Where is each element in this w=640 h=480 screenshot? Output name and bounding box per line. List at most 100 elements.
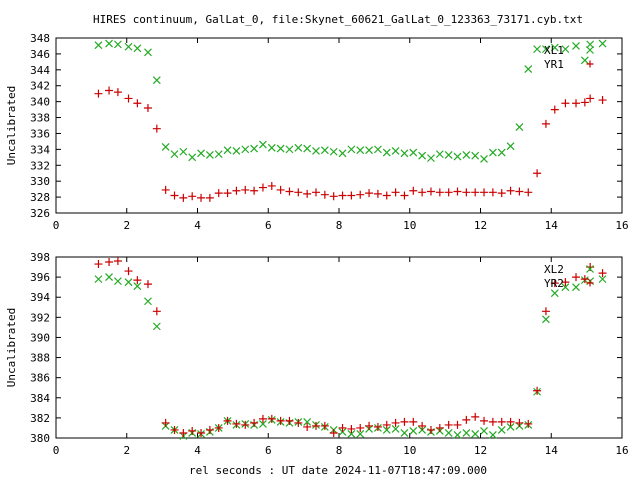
data-point-yr1 (124, 94, 133, 103)
x-tick-label: 16 (615, 444, 628, 457)
data-point-yr1 (365, 189, 374, 198)
data-point-yr2 (515, 418, 524, 427)
data-point-yr2 (524, 419, 533, 428)
data-point-xl1 (418, 151, 427, 160)
data-point-xl1 (373, 145, 382, 154)
data-point-yr1 (533, 169, 542, 178)
data-point-yr1 (197, 193, 206, 202)
legend-label-xl2: XL2 (544, 263, 564, 276)
data-point-xl1 (533, 45, 542, 54)
data-point-yr2 (426, 425, 435, 434)
data-point-yr1 (524, 188, 533, 197)
data-point-xl2 (561, 283, 570, 292)
data-point-yr1 (409, 186, 418, 195)
data-point-xl1 (598, 39, 607, 48)
legend-marker-xl2 (586, 265, 594, 273)
data-point-xl1 (471, 151, 480, 160)
data-point-xl1 (580, 56, 589, 65)
data-point-yr1 (572, 99, 581, 108)
data-point-yr1 (267, 181, 276, 190)
x-tick-label: 2 (123, 444, 130, 457)
legend-label-yr1: YR1 (544, 58, 564, 71)
data-point-xl2 (506, 423, 515, 431)
data-point-xl1 (462, 151, 471, 159)
y-tick-label: 348 (30, 32, 50, 45)
data-point-xl1 (294, 143, 303, 152)
legend-marker-xl1 (586, 46, 594, 54)
data-point-xl2 (480, 427, 488, 435)
data-point-yr2 (303, 422, 312, 431)
data-point-yr2 (241, 420, 250, 429)
data-point-xl1 (329, 147, 338, 156)
x-tick-label: 0 (53, 219, 60, 232)
y-tick-label: 392 (30, 311, 50, 324)
x-tick-label: 8 (336, 444, 343, 457)
chart-title: HIRES continuum, GalLat_0, file:Skynet_6… (93, 13, 583, 26)
x-tick-label: 12 (474, 219, 487, 232)
data-point-xl1 (435, 150, 444, 159)
x-tick-label: 14 (545, 444, 559, 457)
data-point-yr2 (113, 257, 122, 266)
data-point-xl1 (347, 145, 356, 154)
x-tick-label: 10 (403, 444, 416, 457)
data-point-xl1 (453, 152, 462, 161)
data-point-yr2 (497, 417, 506, 426)
x-tick-label: 4 (194, 219, 201, 232)
data-point-xl2 (152, 322, 161, 331)
x-tick-label: 16 (615, 219, 628, 232)
y-tick-label: 334 (30, 143, 50, 156)
data-point-yr1 (232, 186, 241, 195)
x-tick-label: 8 (336, 219, 343, 232)
data-point-xl2 (462, 429, 471, 437)
y-tick-label: 386 (30, 372, 50, 385)
data-point-yr2 (188, 426, 197, 435)
data-point-yr1 (113, 88, 122, 97)
data-point-yr1 (550, 105, 559, 114)
data-point-yr1 (586, 94, 595, 103)
data-point-xl1 (572, 42, 580, 50)
x-tick-label: 6 (265, 219, 272, 232)
data-point-xl2 (542, 315, 550, 324)
data-point-xl2 (572, 283, 580, 292)
data-point-xl2 (488, 431, 497, 439)
data-point-yr1 (391, 188, 400, 197)
data-point-yr1 (338, 191, 347, 200)
data-point-xl1 (285, 145, 294, 154)
data-point-yr2 (232, 419, 241, 428)
y-tick-label: 336 (30, 127, 50, 140)
data-point-xl1 (409, 148, 418, 157)
data-point-yr2 (170, 425, 179, 434)
data-point-xl2 (418, 426, 427, 434)
data-point-xl2 (382, 426, 391, 434)
data-point-yr2 (197, 428, 206, 437)
data-point-yr2 (533, 386, 542, 395)
x-tick-label: 12 (474, 444, 487, 457)
y-tick-label: 390 (30, 331, 50, 344)
data-point-xl1 (550, 43, 559, 52)
data-point-yr1 (506, 186, 515, 195)
data-point-yr2 (572, 273, 581, 282)
data-point-yr1 (356, 190, 365, 199)
data-point-yr2 (598, 269, 607, 278)
data-point-yr2 (488, 417, 497, 426)
data-point-xl2 (550, 289, 559, 298)
data-point-xl1 (356, 146, 365, 155)
data-point-yr1 (329, 192, 338, 201)
data-point-xl1 (259, 140, 267, 149)
data-point-xl1 (524, 65, 533, 73)
y-tick-label: 330 (30, 175, 50, 188)
data-point-yr2 (365, 421, 374, 430)
data-point-yr1 (488, 188, 497, 197)
data-point-xl2 (303, 417, 312, 426)
data-point-xl2 (391, 425, 400, 433)
data-point-xl2 (497, 426, 506, 434)
data-point-yr1 (418, 188, 427, 197)
data-point-yr2 (462, 415, 471, 424)
data-point-xl1 (124, 42, 133, 51)
data-point-xl2 (471, 430, 480, 438)
data-point-yr2 (312, 421, 321, 430)
data-point-xl2 (105, 273, 113, 282)
data-point-yr1 (598, 96, 607, 105)
data-point-yr1 (435, 188, 444, 197)
